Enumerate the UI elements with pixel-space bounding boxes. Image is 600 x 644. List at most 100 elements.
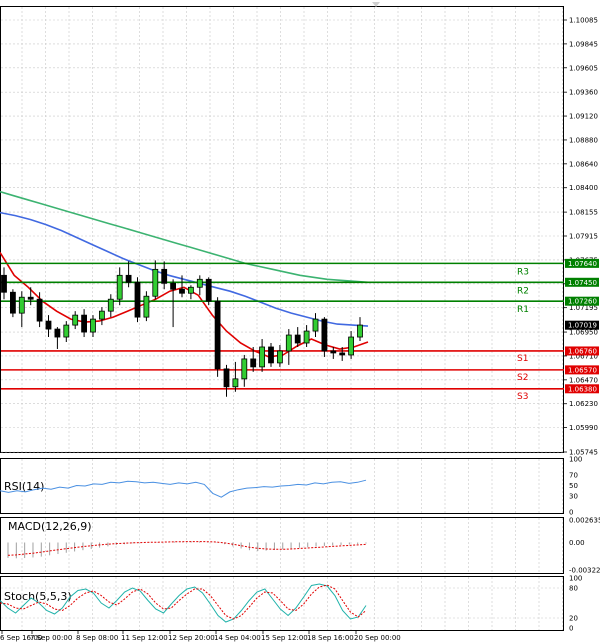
candle-body bbox=[143, 295, 150, 318]
candle-body bbox=[250, 358, 257, 368]
candle-body bbox=[170, 282, 177, 290]
candle-body bbox=[1, 274, 7, 293]
level-name-R3: R3 bbox=[517, 267, 529, 277]
price-tick-label: 1.08400 bbox=[569, 184, 598, 192]
time-tick-label: 18 Sep 16:00 bbox=[307, 634, 354, 642]
level-price-badge bbox=[565, 346, 599, 356]
stoch-tick-label: 100 bbox=[569, 575, 582, 583]
ma-line-MA-mid bbox=[0, 211, 369, 327]
candle-body bbox=[27, 296, 34, 300]
candle-body bbox=[45, 320, 52, 330]
rsi-tick-label: 30 bbox=[569, 493, 578, 501]
stoch-tick-label: 80 bbox=[569, 585, 578, 593]
level-price-label: 1.07450 bbox=[568, 279, 597, 287]
level-price-label: 1.07260 bbox=[568, 298, 597, 306]
candle-body bbox=[214, 300, 221, 370]
price-tick-label: 1.09120 bbox=[569, 113, 598, 121]
candle-body bbox=[36, 298, 43, 322]
candle-body bbox=[116, 274, 123, 300]
last-price-badge bbox=[565, 320, 599, 330]
time-tick-label: 20 Sep 00:00 bbox=[354, 634, 401, 642]
level-price-label: 1.06760 bbox=[568, 347, 597, 355]
candle-body bbox=[321, 318, 328, 352]
candle-body bbox=[276, 350, 283, 364]
candle-body bbox=[259, 346, 266, 368]
ma-line-MA-slow bbox=[0, 190, 369, 284]
price-tick-label: 1.06710 bbox=[569, 352, 598, 360]
price-tick-label: 1.09360 bbox=[569, 89, 598, 97]
price-tick-label: 1.06230 bbox=[569, 400, 598, 408]
time-tick-label: 7 Sep 00:00 bbox=[30, 634, 72, 642]
candle-body bbox=[99, 310, 105, 320]
candle-body bbox=[134, 281, 141, 318]
pane-frame-2 bbox=[0, 517, 564, 574]
last-price-label: 1.07019 bbox=[568, 322, 597, 330]
macd-tick-label: -0.00322 bbox=[569, 567, 600, 575]
stoch-tick-label: 20 bbox=[569, 615, 578, 623]
price-tick-label: 1.07915 bbox=[569, 233, 598, 241]
stoch-tick-label: 0 bbox=[569, 625, 573, 633]
candle-body bbox=[63, 324, 70, 338]
stoch-line-%K bbox=[0, 583, 367, 623]
candle-body bbox=[330, 350, 337, 354]
time-tick-label: 12 Sep 20:00 bbox=[168, 634, 215, 642]
level-name-R2: R2 bbox=[517, 286, 529, 296]
time-tick-label: 8 Sep 08:00 bbox=[76, 634, 118, 642]
time-tick-label: 11 Sep 12:00 bbox=[121, 634, 168, 642]
candle-body bbox=[54, 328, 61, 338]
candle-body bbox=[196, 278, 203, 288]
candle-body bbox=[187, 286, 194, 294]
candle-body bbox=[81, 314, 87, 333]
candle-body bbox=[223, 368, 230, 388]
price-tick-label: 1.05990 bbox=[569, 424, 598, 432]
level-price-label: 1.06380 bbox=[568, 385, 597, 393]
level-price-badge bbox=[565, 296, 599, 306]
rsi-tick-label: 100 bbox=[569, 456, 582, 464]
candle-body bbox=[232, 378, 239, 388]
pane-frame-0 bbox=[0, 6, 564, 453]
level-name-S1: S1 bbox=[517, 354, 528, 364]
candle-body bbox=[18, 296, 25, 314]
shift-marker-icon bbox=[372, 2, 380, 7]
candle-body bbox=[339, 352, 346, 356]
level-price-badge bbox=[565, 384, 599, 394]
level-name-S2: S2 bbox=[517, 373, 528, 383]
stoch-line-%D bbox=[0, 584, 367, 620]
price-tick-label: 1.08880 bbox=[569, 136, 598, 144]
price-tick-label: 1.07195 bbox=[569, 304, 598, 312]
price-tick-label: 1.06470 bbox=[569, 376, 598, 384]
price-tick-label: 1.09605 bbox=[569, 64, 598, 72]
macd-tick-label: 0.002635 bbox=[569, 517, 600, 525]
candle-body bbox=[152, 268, 159, 297]
level-price-label: 1.06570 bbox=[568, 366, 597, 374]
rsi-tick-label: 70 bbox=[569, 471, 578, 479]
candle-body bbox=[294, 334, 301, 344]
candle-body bbox=[9, 291, 16, 314]
time-tick-label: 14 Sep 04:00 bbox=[214, 634, 261, 642]
candle-body bbox=[241, 358, 248, 380]
candle-body bbox=[303, 330, 310, 344]
macd-tick-label: 0.00 bbox=[569, 539, 585, 547]
candle-body bbox=[357, 324, 363, 338]
macd-signal-line bbox=[7, 541, 367, 556]
price-tick-label: 1.09845 bbox=[569, 40, 598, 48]
candle-body bbox=[161, 268, 168, 284]
rsi-tick-label: 0 bbox=[569, 509, 573, 517]
price-tick-label: 1.05745 bbox=[569, 449, 598, 457]
pane-frame-3 bbox=[0, 576, 564, 631]
price-tick-label: 1.10085 bbox=[569, 17, 598, 25]
level-price-badge bbox=[565, 365, 599, 375]
rsi-tick-label: 50 bbox=[569, 482, 578, 490]
time-tick-label: 6 Sep 16:00 bbox=[0, 634, 42, 642]
price-tick-label: 1.08640 bbox=[569, 160, 598, 168]
candle-body bbox=[125, 274, 132, 283]
level-name-S3: S3 bbox=[517, 392, 528, 402]
candle-body bbox=[90, 318, 96, 333]
candle-body bbox=[179, 288, 185, 294]
candle-body bbox=[72, 314, 79, 326]
level-price-badge bbox=[565, 258, 599, 268]
stoch-title: Stoch(5,5,3) bbox=[4, 590, 72, 603]
price-tick-label: 1.06950 bbox=[569, 329, 598, 337]
rsi-line bbox=[0, 479, 367, 498]
